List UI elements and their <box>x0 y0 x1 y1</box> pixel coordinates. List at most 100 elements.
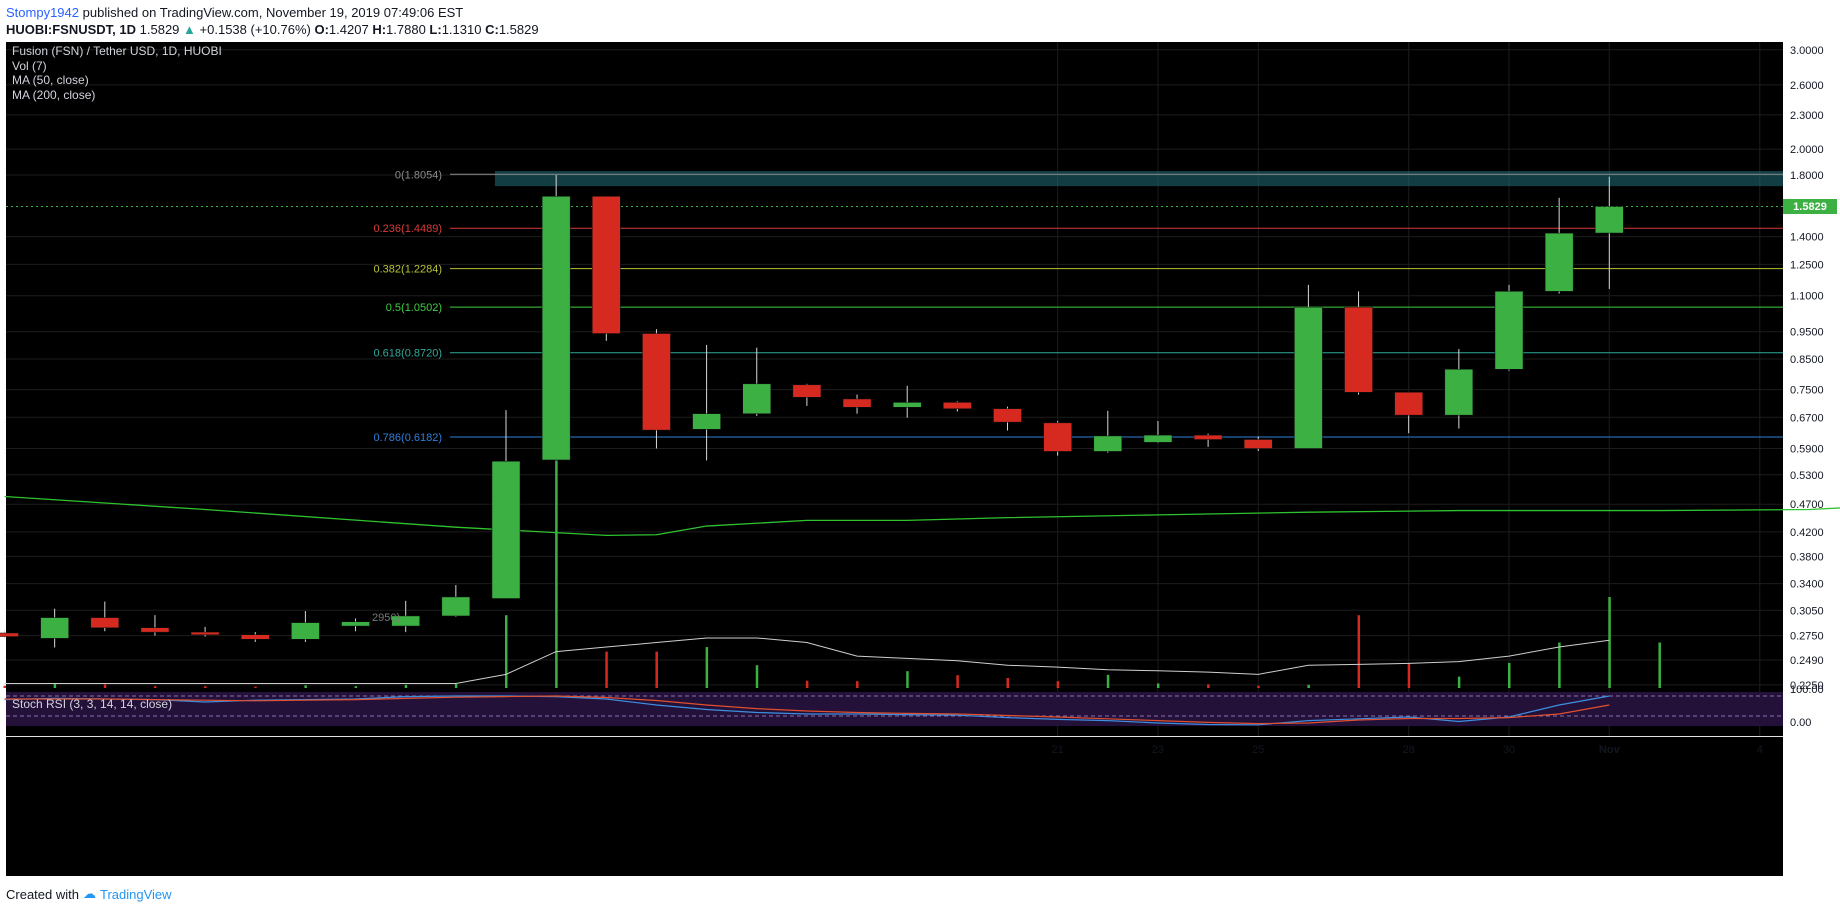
fib-label: 0.382(1.2284) <box>374 264 443 276</box>
candle-body <box>842 398 872 408</box>
price-tick: 0.2250 <box>1790 680 1824 692</box>
volume-bar <box>454 683 458 688</box>
tradingview-link[interactable]: TradingView <box>99 886 172 902</box>
candle-body <box>441 596 471 617</box>
chart-header: Stompy1942 published on TradingView.com,… <box>6 4 539 38</box>
tradingview-logo-icon: ☁ <box>82 886 96 901</box>
price-tick: 0.2750 <box>1790 631 1824 643</box>
fib-label: 0.5(1.0502) <box>386 302 442 314</box>
price-tick: 0.8500 <box>1790 354 1824 366</box>
symbol-line: HUOBI:FSNUSDT, 1D 1.5829 ▲ +0.1538 (+10.… <box>6 21 539 38</box>
candle-body <box>0 632 19 637</box>
price-tick: 0.7500 <box>1790 385 1824 397</box>
ma-line <box>4 495 1840 536</box>
volume-bar <box>204 686 207 688</box>
time-tick: 21 <box>1052 744 1064 756</box>
time-tick: 28 <box>1403 744 1415 756</box>
time-tick: 23 <box>1152 744 1164 756</box>
candle-body <box>1344 306 1373 393</box>
candle-body <box>892 402 922 408</box>
volume-bar <box>404 684 408 688</box>
price-change: +0.1538 (+10.76%) <box>199 22 311 37</box>
low-value: 1.1310 <box>441 22 482 37</box>
publish-info: published on TradingView.com, November 1… <box>82 5 464 20</box>
candle-body <box>190 631 220 636</box>
candle-body <box>1193 434 1223 440</box>
time-axis-ticks: 2123252830Nov468111315182022 <box>1052 744 1763 756</box>
candle-body <box>742 383 771 414</box>
volume-bar <box>755 665 759 688</box>
price-tick: 0.3400 <box>1790 579 1824 591</box>
price-axis <box>1783 42 1840 876</box>
candle-body <box>1494 291 1524 370</box>
price-tick: 0.4700 <box>1790 499 1824 511</box>
volume-bar <box>906 671 909 688</box>
candle-body <box>491 461 521 599</box>
volume-bar <box>1207 684 1210 688</box>
price-tick: 3.0000 <box>1790 45 1824 57</box>
volume-bar <box>53 683 57 688</box>
volume-bar <box>3 685 6 688</box>
volume-bar <box>605 651 608 688</box>
price-tick: 0.6700 <box>1790 412 1824 424</box>
volume-bar <box>1608 597 1611 688</box>
price-tick: 2.3000 <box>1790 110 1824 122</box>
candle-body <box>592 196 621 334</box>
close-value: 1.5829 <box>498 22 539 37</box>
volume-bar <box>705 647 709 688</box>
price-tick: 0.5300 <box>1790 470 1824 482</box>
candle-body <box>140 627 170 633</box>
volume-bar <box>1457 676 1461 688</box>
fib-label: 0.236(1.4489) <box>374 223 443 235</box>
created-with: Created with <box>6 886 79 902</box>
footer: Created with ☁ TradingView <box>6 886 172 902</box>
candle-body <box>241 634 270 640</box>
price-chart[interactable]: 0(1.8054) 0.236(1.4489) 0.382(1.2284) 0.5(1… <box>0 42 1840 884</box>
candle-body <box>1595 206 1624 234</box>
fib-label: 0(1.8054) <box>395 169 442 181</box>
author-link[interactable]: Stompy1942 <box>6 5 79 20</box>
price-tick: 1.8000 <box>1790 170 1824 182</box>
price-tick: 1.4000 <box>1790 232 1824 244</box>
price-tick: 0.5900 <box>1790 443 1824 455</box>
legend-title: Fusion (FSN) / Tether USD, 1D, HUOBI <box>12 44 222 58</box>
high-value: 1.7880 <box>386 22 426 37</box>
open-label: O: <box>314 22 329 37</box>
legend-ma200: MA (200, close) <box>12 88 95 102</box>
low-label: L: <box>429 22 442 37</box>
price-tick: 0.3050 <box>1790 605 1824 617</box>
volume-bar <box>1006 677 1009 688</box>
publish-line: Stompy1942 published on TradingView.com,… <box>6 4 539 21</box>
candle-body <box>341 621 370 627</box>
time-tick: 30 <box>1503 744 1515 756</box>
volume-bar <box>1407 662 1411 688</box>
time-tick: 4 <box>1757 744 1763 756</box>
candle-body <box>642 333 671 431</box>
high-label: H: <box>372 22 387 37</box>
candle-body <box>993 408 1022 423</box>
symbol-name: HUOBI:FSNUSDT, 1D <box>6 22 137 37</box>
candle-body <box>1143 434 1173 443</box>
candle-body <box>792 384 822 398</box>
candle-body <box>541 196 571 461</box>
fib-label: 0.618(0.8720) <box>374 348 443 360</box>
volume-bar <box>655 651 658 688</box>
current-price-label: 1.5829 <box>1793 201 1827 213</box>
time-axis-border <box>6 736 1783 737</box>
volume-bar <box>1658 642 1661 688</box>
stoch-tick-0: 0.00 <box>1790 717 1811 729</box>
candle-body <box>1043 422 1072 452</box>
volume-bars <box>3 460 1661 688</box>
candle-body <box>692 413 721 430</box>
price-tick: 2.6000 <box>1790 80 1824 92</box>
price-tick: 0.3800 <box>1790 551 1824 563</box>
grid-lines <box>6 42 1783 736</box>
volume-bar <box>254 686 257 688</box>
volume-bar <box>1307 684 1310 688</box>
chart-background <box>6 42 1783 876</box>
time-tick: Nov <box>1599 744 1621 756</box>
candle-body <box>1294 306 1323 449</box>
volume-bar <box>304 685 307 688</box>
price-tick: 0.4200 <box>1790 527 1824 539</box>
volume-bar <box>153 686 157 688</box>
